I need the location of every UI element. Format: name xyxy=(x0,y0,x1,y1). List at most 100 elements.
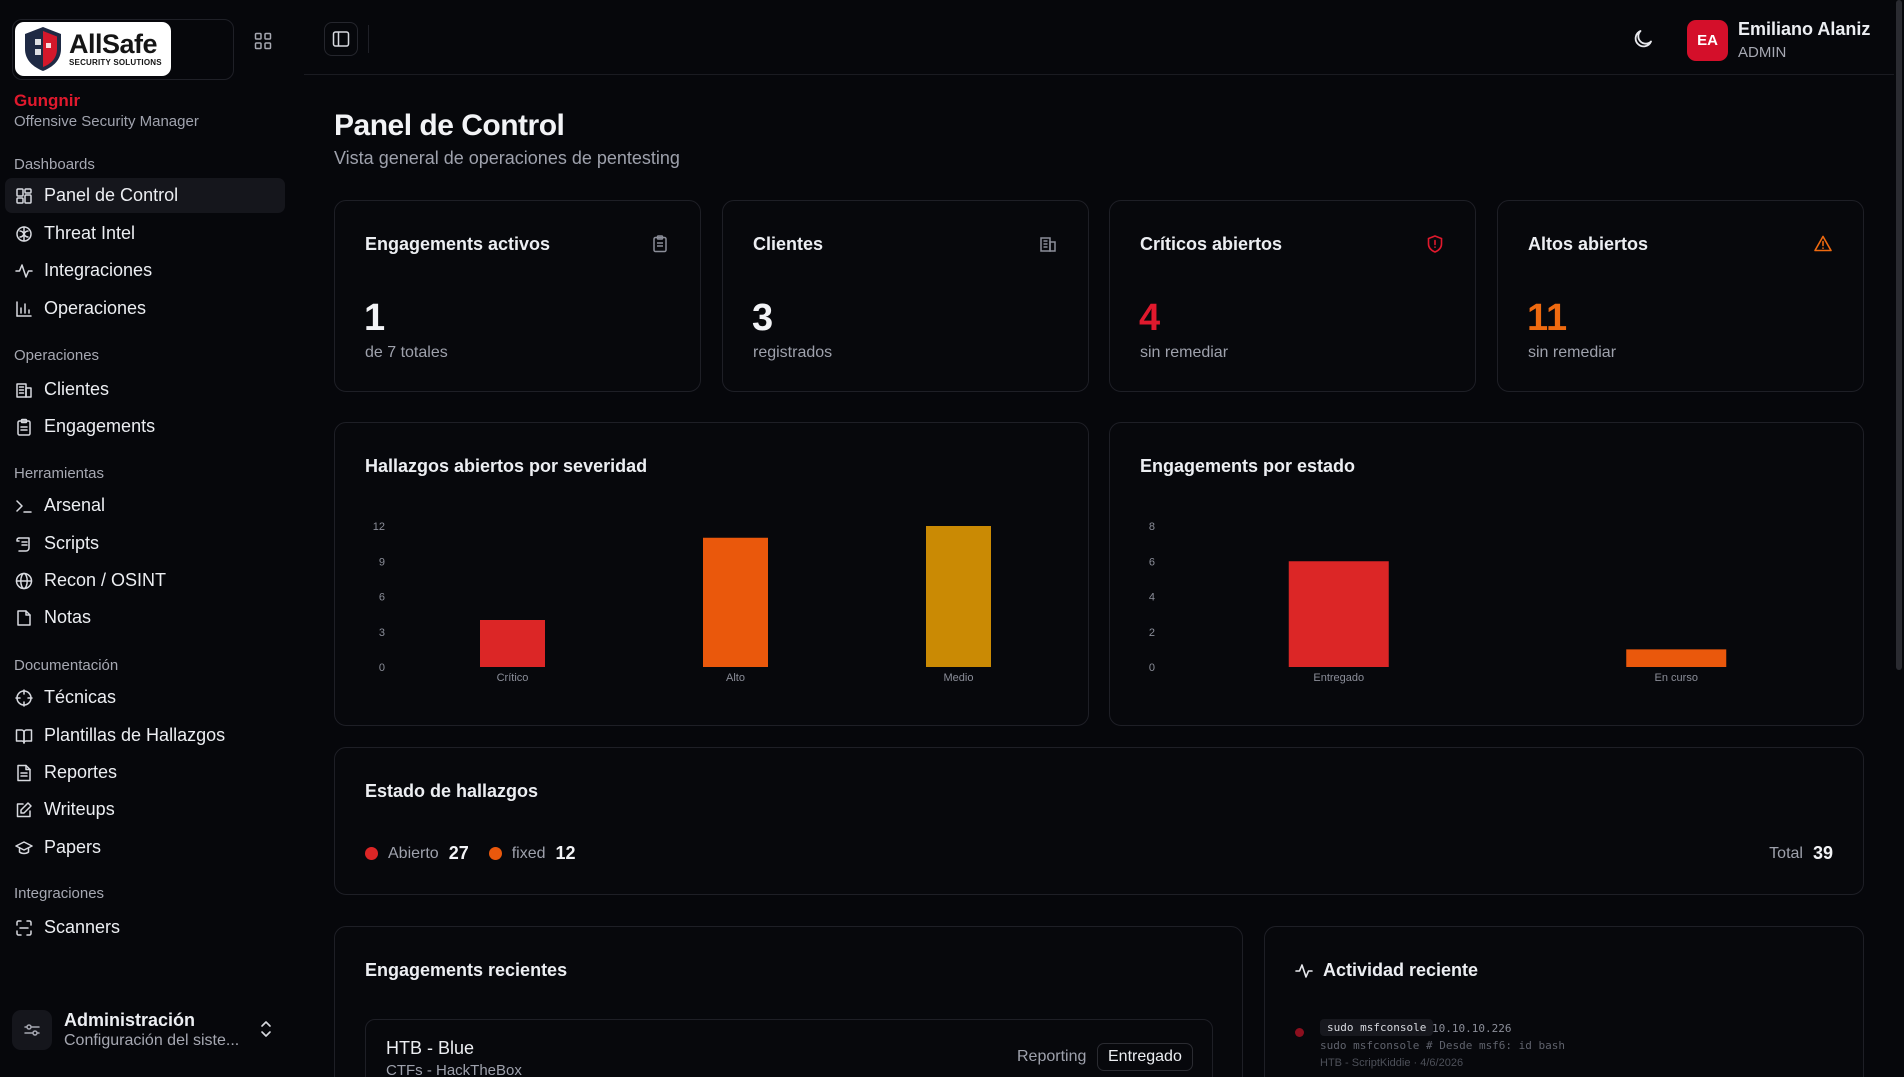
recent-engagements-card: Engagements recientes HTB - Blue CTFs - … xyxy=(334,926,1243,1077)
bar-entregado[interactable] xyxy=(1288,561,1389,667)
sidebar-item-label: Engagements xyxy=(44,416,156,436)
sidebar-item-tecnicas[interactable]: Técnicas xyxy=(5,680,285,715)
stat-subtext: sin remediar xyxy=(1140,344,1229,361)
severity-chart-card: Hallazgos abiertos por severidad 0 3 6 9 12 C… xyxy=(334,422,1089,726)
sidebar-item-operaciones[interactable]: Operaciones xyxy=(5,291,285,326)
apps-grid-icon[interactable] xyxy=(252,30,274,52)
scroll-icon xyxy=(16,536,30,552)
sticky-note-icon xyxy=(17,609,31,626)
panel-left-icon xyxy=(332,31,350,47)
stat-value: 1 xyxy=(364,297,386,339)
shield-logo-icon xyxy=(25,27,61,71)
sidebar-item-scanners[interactable]: Scanners xyxy=(5,910,285,945)
user-avatar[interactable]: EA xyxy=(1687,20,1728,61)
stat-subtext: sin remediar xyxy=(1528,344,1617,361)
org-role: Offensive Security Manager xyxy=(14,113,199,130)
y-tick-label: 0 xyxy=(379,662,385,674)
x-tick-label: En curso xyxy=(1655,672,1698,684)
edit-icon xyxy=(16,801,32,817)
nav-heading-documentaci-n: Documentación xyxy=(14,657,119,674)
sidebar-toggle-button[interactable] xyxy=(324,22,358,56)
findings-total: Total 39 xyxy=(1769,843,1833,864)
engagement-item[interactable]: HTB - Blue CTFs - HackTheBox Reporting E… xyxy=(365,1019,1213,1077)
allsafe-logo: AllSafe SECURITY SOLUTIONS xyxy=(15,22,171,76)
activity-dot xyxy=(1295,1028,1304,1037)
sidebar-item-writeups[interactable]: Writeups xyxy=(5,792,285,827)
settings-sliders-icon xyxy=(12,1010,52,1050)
findings-status-title: Estado de hallazgos xyxy=(365,781,539,801)
stat-label: Clientes xyxy=(753,234,824,254)
stat-label: Altos abiertos xyxy=(1528,234,1649,254)
graduation-cap-icon xyxy=(15,840,33,854)
recent-activity-title: Actividad reciente xyxy=(1323,960,1479,980)
bar-en-curso[interactable] xyxy=(1626,649,1727,667)
bar-alto[interactable] xyxy=(703,537,768,667)
admin-subtitle: Configuración del siste... xyxy=(64,1032,240,1050)
scan-icon xyxy=(16,919,32,936)
y-tick-label: 0 xyxy=(1149,662,1155,674)
recent-engagements-title: Engagements recientes xyxy=(365,960,568,980)
stat-card-engagements: Engagements activos 1 de 7 totales xyxy=(334,200,701,392)
x-tick-label: Entregado xyxy=(1313,672,1364,684)
clipboard-icon xyxy=(653,235,667,253)
status-dot-fixed xyxy=(488,847,502,860)
recent-activity-header: Actividad reciente xyxy=(1295,960,1478,981)
sidebar-item-label: Scanners xyxy=(44,917,121,937)
status-label-abierto: Abierto xyxy=(388,844,439,862)
sidebar-item-threat-intel[interactable]: Threat Intel xyxy=(5,216,285,251)
sidebar-item-label: Clientes xyxy=(44,379,110,399)
terminal-icon xyxy=(16,499,32,513)
sidebar-item-papers[interactable]: Papers xyxy=(5,830,285,865)
shield-alert-icon xyxy=(1427,235,1443,253)
clipboard-icon xyxy=(17,418,31,436)
activity-icon xyxy=(1295,963,1313,978)
sidebar-item-arsenal[interactable]: Arsenal xyxy=(5,488,285,523)
y-tick-label: 12 xyxy=(373,521,385,533)
admin-title: Administración xyxy=(64,1009,196,1030)
sidebar-item-panel-de-control[interactable]: Panel de Control xyxy=(5,178,285,213)
admin-menu[interactable]: Administración Configuración del siste..… xyxy=(12,1005,282,1055)
sidebar-item-clientes[interactable]: Clientes xyxy=(5,372,285,407)
stat-card-criticos: Críticos abiertos 4 sin remediar xyxy=(1109,200,1476,392)
recent-activity-card: Actividad reciente sudo msfconsole 10.10… xyxy=(1264,926,1864,1077)
sidebar-item-engagements[interactable]: Engagements xyxy=(5,409,285,444)
nav-heading-operaciones: Operaciones xyxy=(14,347,100,364)
logo-subtitle: SECURITY SOLUTIONS xyxy=(69,58,162,67)
stat-card-clientes: Clientes 3 registrados xyxy=(722,200,1089,392)
sidebar-item-notas[interactable]: Notas xyxy=(5,600,285,635)
sidebar-item-plantillas-de-hallazgos[interactable]: Plantillas de Hallazgos xyxy=(5,718,285,753)
user-name[interactable]: Emiliano Alaniz xyxy=(1738,19,1871,39)
stat-subtext: registrados xyxy=(753,344,833,361)
y-tick-label: 3 xyxy=(379,627,385,639)
nav-heading-herramientas: Herramientas xyxy=(14,465,105,482)
status-count-abierto: 27 xyxy=(448,843,469,863)
page-title: Panel de Control xyxy=(334,109,565,142)
user-role: ADMIN xyxy=(1738,44,1787,61)
sidebar-item-reportes[interactable]: Reportes xyxy=(5,755,285,790)
sidebar-item-recon-osint[interactable]: Recon / OSINT xyxy=(5,563,285,598)
bar-medio[interactable] xyxy=(926,526,991,667)
activity-target: 10.10.10.226 xyxy=(1432,1022,1512,1035)
brand-switcher[interactable]: AllSafe SECURITY SOLUTIONS xyxy=(12,19,234,80)
status-chart-card: Engagements por estado 0 2 4 6 8 Entregado En … xyxy=(1109,422,1864,726)
status-dot-abierto xyxy=(365,847,378,860)
activity-command: sudo msfconsole xyxy=(1320,1019,1434,1036)
findings-status-card: Estado de hallazgos Abierto 27 fixed 12 … xyxy=(334,747,1864,895)
bar-critico[interactable] xyxy=(480,620,545,667)
sidebar-item-label: Integraciones xyxy=(44,260,153,280)
book-open-icon xyxy=(15,728,33,744)
stat-card-altos: Altos abiertos 11 sin remediar xyxy=(1497,200,1864,392)
sidebar-item-label: Plantillas de Hallazgos xyxy=(44,725,226,745)
sidebar-item-scripts[interactable]: Scripts xyxy=(5,526,285,561)
sidebar-item-integraciones[interactable]: Integraciones xyxy=(5,253,285,288)
stat-value: 4 xyxy=(1139,297,1161,339)
sidebar: AllSafe SECURITY SOLUTIONS Gungnir Offen… xyxy=(0,0,300,1077)
topbar: EA Emiliano Alaniz ADMIN xyxy=(304,0,1894,75)
y-tick-label: 6 xyxy=(379,592,385,604)
activity-meta: HTB - ScriptKiddie · 4/6/2026 xyxy=(1320,1057,1464,1069)
moon-icon[interactable] xyxy=(1631,27,1655,51)
y-tick-label: 6 xyxy=(1149,556,1155,568)
nav-heading-integraciones: Integraciones xyxy=(14,885,105,902)
page-scrollbar[interactable] xyxy=(1896,0,1902,670)
sidebar-item-label: Arsenal xyxy=(44,495,106,515)
